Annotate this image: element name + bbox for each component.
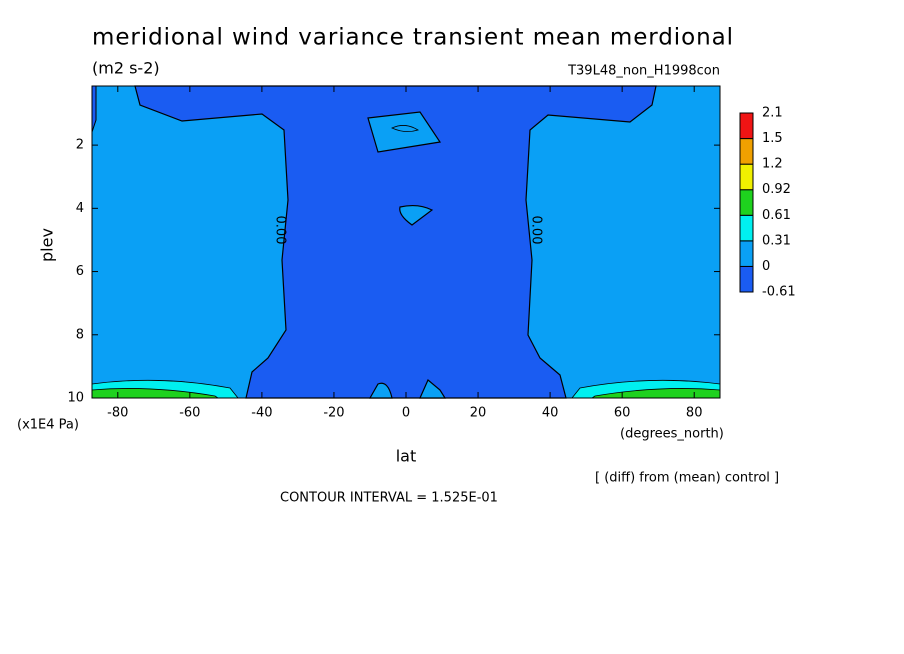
colorbar-label: 1.2 (762, 157, 783, 172)
y-tick-label: 4 (76, 201, 84, 216)
x-tick-label: -20 (323, 406, 344, 421)
y-units: (x1E4 Pa) (17, 418, 79, 433)
colorbar-box (739, 214, 754, 242)
x-tick-label: -60 (179, 406, 200, 421)
colorbar-box (739, 112, 754, 140)
x-axis-label: lat (396, 447, 417, 466)
region (91, 388, 220, 399)
colorbar-label: 0.92 (762, 182, 791, 197)
y-axis-label: plev (38, 228, 57, 262)
y-tick-label: 2 (76, 138, 84, 153)
units-label: (m2 s-2) (92, 59, 160, 78)
chart-title: meridional wind variance transient mean … (92, 25, 733, 51)
colorbar-box (739, 138, 754, 165)
region (590, 388, 721, 399)
colorbar-label: 2.1 (762, 106, 783, 121)
colorbar-box (739, 265, 754, 293)
y-tick-label: 10 (67, 391, 84, 406)
x-tick-label: 60 (614, 406, 631, 421)
x-tick-label: -40 (251, 406, 272, 421)
contour-line (391, 125, 419, 132)
region (367, 111, 442, 153)
annotation: [ (diff) from (mean) control ] (595, 471, 779, 486)
colorbar-label: 1.5 (762, 131, 783, 146)
contour-label: 0.00 (529, 216, 544, 245)
x-tick-label: -80 (107, 406, 128, 421)
colorbar-box (739, 163, 754, 191)
colorbar-label: 0.61 (762, 208, 791, 223)
y-tick-label: 8 (76, 327, 84, 342)
colorbar-label: 0 (762, 259, 770, 274)
colorbar-box (739, 240, 754, 267)
region (399, 204, 434, 226)
annotation: CONTOUR INTERVAL = 1.525E-01 (280, 491, 498, 506)
x-tick-label: 0 (402, 406, 410, 421)
dataset-label: T39L48_non_H1998con (567, 64, 720, 79)
colorbar-label: 0.31 (762, 233, 791, 248)
colorbar-label: -0.61 (762, 285, 796, 300)
plot-area: 0.00 0.00 (91, 85, 721, 399)
x-tick-label: 40 (542, 406, 559, 421)
x-tick-label: 80 (686, 406, 703, 421)
x-tick-label: 20 (470, 406, 487, 421)
y-tick-label: 6 (76, 264, 84, 279)
contour-label: 0.00 (273, 216, 288, 245)
colorbar-box (739, 189, 754, 216)
x-units: (degrees_north) (620, 427, 724, 442)
